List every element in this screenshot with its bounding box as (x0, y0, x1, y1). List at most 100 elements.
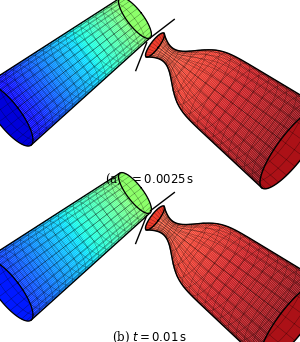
Polygon shape (44, 222, 84, 274)
Polygon shape (198, 237, 248, 303)
Polygon shape (0, 255, 37, 316)
Polygon shape (60, 211, 99, 260)
Polygon shape (174, 223, 211, 270)
Polygon shape (214, 249, 268, 318)
Polygon shape (227, 258, 283, 330)
Polygon shape (251, 275, 300, 342)
Polygon shape (202, 66, 253, 133)
Polygon shape (62, 34, 100, 83)
Polygon shape (200, 238, 251, 305)
Polygon shape (87, 193, 122, 239)
Polygon shape (30, 230, 72, 285)
Polygon shape (169, 224, 184, 245)
Polygon shape (64, 209, 101, 258)
Polygon shape (88, 193, 123, 238)
Polygon shape (245, 96, 300, 173)
Polygon shape (105, 7, 138, 50)
Polygon shape (173, 50, 203, 90)
Polygon shape (230, 85, 285, 159)
Polygon shape (260, 107, 300, 189)
Polygon shape (163, 221, 174, 235)
Polygon shape (112, 2, 144, 44)
Polygon shape (249, 273, 300, 342)
Polygon shape (169, 51, 186, 73)
Text: (a) $t = 0.0025\,\mathrm{s}$: (a) $t = 0.0025\,\mathrm{s}$ (105, 172, 195, 187)
Polygon shape (114, 176, 146, 217)
Polygon shape (235, 89, 291, 163)
Polygon shape (213, 248, 267, 317)
Polygon shape (247, 98, 300, 175)
Polygon shape (215, 249, 269, 319)
Polygon shape (91, 16, 125, 61)
Polygon shape (46, 45, 86, 97)
Polygon shape (91, 191, 125, 236)
Polygon shape (170, 224, 190, 250)
Polygon shape (245, 270, 300, 342)
Polygon shape (186, 228, 233, 290)
Polygon shape (167, 51, 179, 67)
Polygon shape (179, 224, 222, 281)
Polygon shape (174, 223, 209, 268)
Polygon shape (170, 224, 192, 252)
Polygon shape (22, 60, 65, 116)
Polygon shape (238, 265, 295, 340)
Polygon shape (146, 206, 164, 230)
Polygon shape (97, 12, 131, 56)
Polygon shape (178, 224, 220, 279)
Polygon shape (172, 224, 199, 259)
Polygon shape (161, 220, 172, 234)
Polygon shape (87, 18, 122, 64)
Polygon shape (151, 211, 166, 231)
Polygon shape (160, 219, 171, 233)
Polygon shape (112, 177, 144, 219)
Polygon shape (236, 264, 294, 339)
Polygon shape (183, 53, 229, 114)
Polygon shape (5, 246, 50, 304)
Polygon shape (153, 40, 167, 57)
Polygon shape (111, 3, 143, 45)
Polygon shape (188, 229, 236, 292)
Polygon shape (4, 247, 49, 305)
Polygon shape (15, 65, 59, 121)
Polygon shape (257, 104, 300, 184)
Polygon shape (21, 236, 64, 292)
Polygon shape (85, 20, 120, 66)
Polygon shape (94, 14, 128, 58)
Polygon shape (154, 41, 168, 58)
Polygon shape (65, 33, 103, 82)
Polygon shape (225, 256, 280, 328)
Polygon shape (180, 225, 225, 283)
Polygon shape (82, 22, 117, 68)
Polygon shape (0, 84, 33, 146)
Polygon shape (59, 36, 98, 86)
Polygon shape (19, 237, 62, 293)
Polygon shape (167, 224, 179, 240)
Polygon shape (48, 44, 88, 95)
Polygon shape (184, 54, 230, 115)
Polygon shape (76, 200, 112, 248)
Polygon shape (172, 51, 197, 84)
Polygon shape (92, 15, 126, 60)
Polygon shape (0, 80, 37, 141)
Polygon shape (110, 179, 142, 221)
Polygon shape (89, 17, 124, 62)
Text: (b) $t = 0.01\,\mathrm{s}$: (b) $t = 0.01\,\mathrm{s}$ (112, 330, 188, 342)
Polygon shape (77, 200, 113, 247)
Polygon shape (55, 39, 94, 90)
Polygon shape (26, 232, 69, 287)
Polygon shape (175, 50, 212, 98)
Polygon shape (56, 213, 94, 264)
Polygon shape (190, 58, 239, 122)
Polygon shape (41, 223, 82, 275)
Polygon shape (106, 6, 139, 49)
Polygon shape (254, 277, 300, 342)
Polygon shape (21, 61, 64, 117)
Polygon shape (209, 71, 262, 140)
Polygon shape (234, 263, 291, 337)
Polygon shape (232, 87, 289, 161)
Polygon shape (75, 26, 112, 74)
Polygon shape (39, 49, 80, 102)
Polygon shape (66, 207, 104, 256)
Polygon shape (169, 51, 184, 71)
Polygon shape (98, 186, 132, 230)
